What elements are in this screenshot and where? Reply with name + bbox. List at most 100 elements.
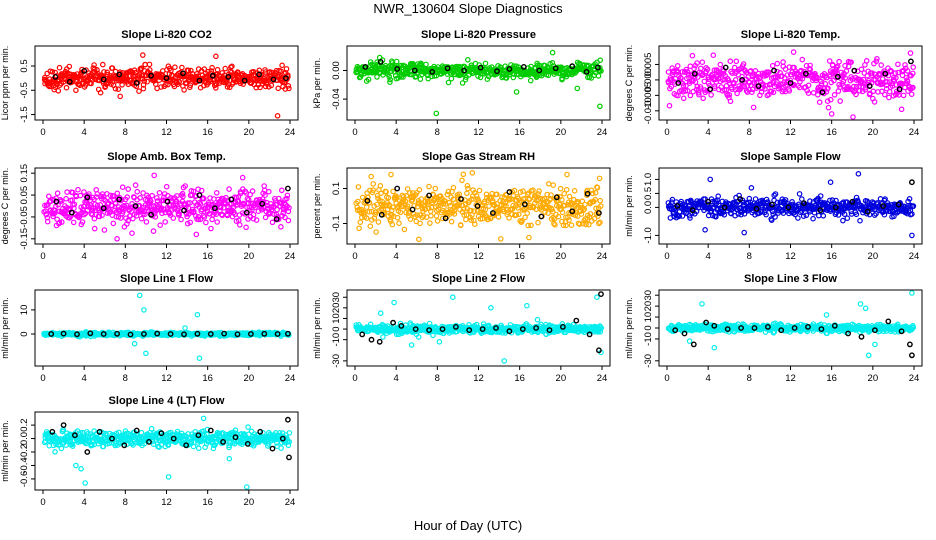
reference-point bbox=[100, 76, 107, 83]
reference-point bbox=[909, 179, 915, 186]
data-point bbox=[107, 192, 114, 199]
data-point bbox=[886, 88, 893, 95]
data-point bbox=[279, 62, 285, 69]
data-point bbox=[510, 74, 517, 81]
data-point bbox=[148, 203, 154, 209]
data-point bbox=[431, 195, 438, 201]
data-point bbox=[597, 57, 604, 64]
outlier-point bbox=[140, 52, 146, 58]
x-tick-label: 0 bbox=[40, 251, 45, 262]
reference-point bbox=[412, 326, 419, 332]
data-point bbox=[595, 220, 602, 227]
data-point bbox=[70, 189, 76, 196]
reference-point bbox=[834, 73, 841, 80]
outlier-point bbox=[790, 49, 797, 55]
y-tick-label: 0.1 bbox=[331, 182, 342, 195]
y-tick-label: 0.15 bbox=[19, 164, 30, 183]
data-point bbox=[71, 201, 78, 208]
data-point bbox=[132, 182, 139, 188]
data-point bbox=[414, 212, 421, 219]
data-point bbox=[377, 183, 384, 189]
outlier-point bbox=[898, 106, 905, 113]
y-tick-label: 0 bbox=[331, 326, 342, 331]
reference-point bbox=[864, 208, 871, 215]
data-point bbox=[764, 199, 771, 205]
data-point bbox=[550, 182, 557, 188]
data-point bbox=[245, 197, 252, 203]
data-point bbox=[816, 99, 823, 106]
data-point bbox=[551, 220, 557, 227]
data-point bbox=[534, 316, 541, 323]
data-point bbox=[493, 191, 500, 198]
outlier-point bbox=[143, 350, 149, 357]
data-point bbox=[138, 215, 145, 222]
x-tick-label: 0 bbox=[664, 127, 669, 138]
y-tick-label: 10 bbox=[19, 305, 30, 316]
data-point bbox=[563, 214, 569, 221]
data-point bbox=[140, 190, 146, 196]
data-point bbox=[701, 87, 708, 93]
reference-point bbox=[53, 198, 60, 205]
data-point bbox=[871, 99, 878, 105]
data-point bbox=[89, 77, 96, 83]
reference-point bbox=[362, 64, 369, 70]
data-point bbox=[191, 208, 197, 215]
reference-point bbox=[256, 71, 262, 78]
data-point bbox=[462, 201, 469, 207]
data-point bbox=[771, 192, 778, 199]
x-tick-label: 12 bbox=[785, 127, 796, 138]
data-point bbox=[187, 200, 193, 206]
outlier-point bbox=[594, 294, 600, 301]
reference-point bbox=[66, 78, 73, 85]
data-point bbox=[561, 190, 568, 197]
outlier-point bbox=[213, 53, 219, 60]
data-point bbox=[691, 65, 697, 72]
outlier-point bbox=[182, 325, 188, 331]
data-point bbox=[386, 73, 393, 80]
data-point bbox=[526, 196, 533, 203]
data-point bbox=[486, 203, 492, 209]
data-point bbox=[187, 219, 194, 226]
data-point bbox=[568, 222, 575, 229]
x-tick-label: 8 bbox=[123, 251, 128, 262]
data-point bbox=[588, 187, 595, 194]
reference-point bbox=[140, 331, 147, 337]
data-point bbox=[97, 202, 104, 208]
outlier-point bbox=[377, 310, 384, 317]
data-point bbox=[389, 221, 396, 228]
data-point bbox=[459, 80, 466, 86]
outlier-point bbox=[469, 170, 476, 176]
outlier-point bbox=[117, 93, 124, 100]
data-point bbox=[588, 75, 595, 81]
data-point bbox=[810, 215, 816, 222]
data-point bbox=[213, 81, 220, 88]
data-point bbox=[448, 75, 455, 82]
data-point bbox=[750, 104, 757, 111]
data-point bbox=[829, 61, 836, 68]
reference-point bbox=[426, 327, 432, 333]
data-point bbox=[146, 61, 153, 68]
reference-point bbox=[114, 330, 121, 337]
reference-point bbox=[390, 319, 396, 326]
data-point bbox=[713, 214, 719, 220]
data-point bbox=[403, 193, 410, 199]
data-point bbox=[561, 202, 568, 209]
data-point bbox=[826, 58, 833, 64]
y-tick-label: -0.05 bbox=[19, 206, 30, 228]
data-point bbox=[797, 209, 804, 216]
outlier-point bbox=[488, 304, 494, 311]
reference-point bbox=[207, 331, 214, 337]
data-point bbox=[574, 59, 581, 66]
data-point bbox=[58, 219, 65, 225]
data-point bbox=[114, 190, 121, 197]
data-point bbox=[401, 226, 408, 233]
outlier-point bbox=[564, 171, 570, 178]
data-point bbox=[246, 73, 253, 80]
x-tick-label: 24 bbox=[285, 373, 296, 384]
data-point bbox=[856, 88, 863, 94]
data-point bbox=[723, 83, 730, 89]
reference-point bbox=[474, 203, 481, 209]
